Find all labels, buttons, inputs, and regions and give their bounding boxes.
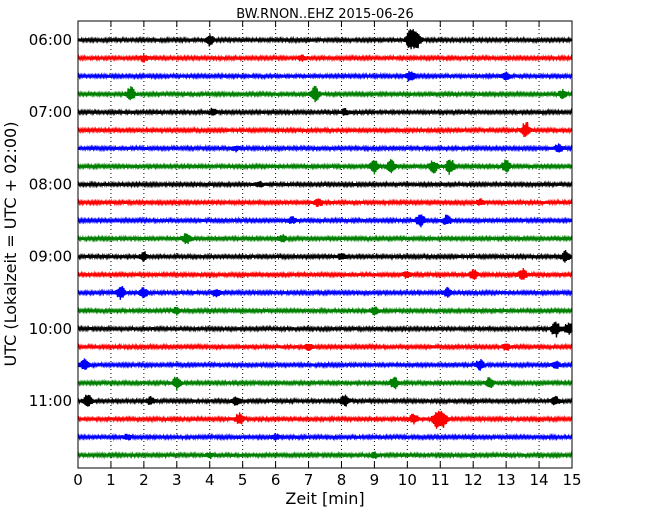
x-axis-label: Zeit [min] <box>285 489 364 508</box>
trace-0745 <box>77 159 573 175</box>
x-tick-label: 6 <box>271 471 281 489</box>
trace-0945 <box>77 306 573 316</box>
y-axis-label: UTC (Lokalzeit = UTC + 02:00) <box>1 122 20 367</box>
x-tick-label: 3 <box>172 471 182 489</box>
trace-1115 <box>77 410 573 429</box>
chart-title: BW.RNON..EHZ 2015-06-26 <box>236 7 414 22</box>
y-tick-label: 08:00 <box>29 175 72 193</box>
trace-0700 <box>77 107 573 117</box>
trace-0715 <box>77 121 573 138</box>
trace-0845 <box>77 233 573 244</box>
x-tick-label: 1 <box>106 471 116 489</box>
x-tick-label: 10 <box>398 471 417 489</box>
x-tick-label: 12 <box>464 471 483 489</box>
trace-0930 <box>77 285 573 300</box>
axis-ticks: 0 1 2 3 4 5 6 7 8 9 10 11 12 13 14 1506:0007:0008:0009:… <box>29 21 582 489</box>
x-tick-label: 5 <box>238 471 248 489</box>
trace-1145 <box>77 450 573 460</box>
plot-frame <box>77 20 573 469</box>
trace-1030 <box>77 358 573 371</box>
x-tick-label: 0 <box>73 471 83 489</box>
trace-0600 <box>77 29 573 50</box>
trace-0815 <box>77 198 573 208</box>
x-tick-label: 14 <box>530 471 549 489</box>
trace-0615 <box>77 53 573 63</box>
y-tick-label: 10:00 <box>29 320 72 338</box>
trace-1015 <box>77 342 573 352</box>
y-tick-label: 07:00 <box>29 103 72 121</box>
trace-0900 <box>77 250 573 263</box>
x-tick-label: 7 <box>304 471 314 489</box>
x-tick-label: 11 <box>431 471 450 489</box>
trace-1045 <box>77 376 573 391</box>
trace-0630 <box>77 70 573 82</box>
seismic-traces <box>77 29 573 460</box>
x-tick-label: 13 <box>497 471 516 489</box>
trace-1130 <box>77 432 573 442</box>
x-tick-label: 9 <box>370 471 380 489</box>
trace-1000 <box>77 321 573 338</box>
x-tick-label: 8 <box>337 471 347 489</box>
y-tick-label: 06:00 <box>29 31 72 49</box>
trace-1100 <box>77 394 573 407</box>
trace-0915 <box>77 267 573 280</box>
y-tick-label: 11:00 <box>29 392 72 410</box>
x-tick-label: 15 <box>562 471 581 489</box>
trace-0645 <box>77 85 573 103</box>
x-tick-label: 2 <box>139 471 149 489</box>
grid-lines <box>110 21 540 468</box>
trace-0730 <box>77 143 573 153</box>
y-tick-label: 09:00 <box>29 248 72 266</box>
trace-0830 <box>77 214 573 228</box>
trace-0800 <box>77 180 573 189</box>
x-tick-label: 4 <box>205 471 215 489</box>
